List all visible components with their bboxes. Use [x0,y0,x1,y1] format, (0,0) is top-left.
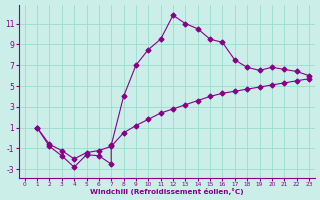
X-axis label: Windchill (Refroidissement éolien,°C): Windchill (Refroidissement éolien,°C) [90,188,244,195]
